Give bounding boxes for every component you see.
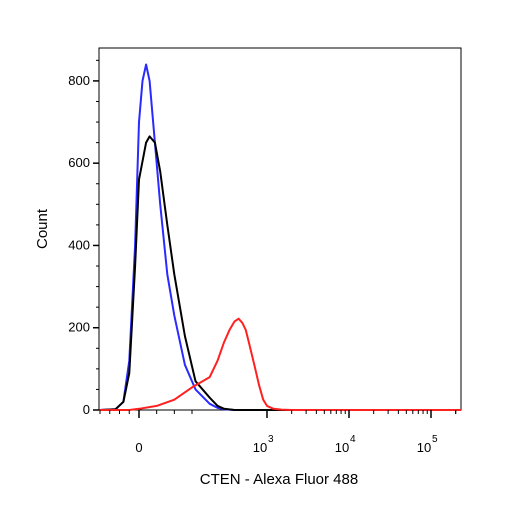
y-tick-label: 200 [68,320,90,335]
x-tick-label: 10 [253,440,267,455]
x-axis-label: CTEN - Alexa Fluor 488 [200,471,358,488]
x-tick-label: 10 [417,440,431,455]
y-axis-label: Count [34,208,51,249]
x-tick-exponent: 4 [350,434,356,445]
y-tick-label: 600 [68,155,90,170]
series-line-2 [99,135,461,411]
x-tick-label: 10 [335,440,349,455]
x-tick-exponent: 3 [268,434,274,445]
x-tick-exponent: 5 [432,434,438,445]
y-axis: 0 200 400 600 800 [68,59,99,417]
series-curves [99,63,461,411]
y-tick-label: 0 [83,402,90,417]
y-tick-label: 800 [68,73,90,88]
x-tick-label: 0 [135,440,142,455]
series-line-1 [99,63,461,411]
plot-frame [98,47,462,411]
series-line-3 [100,317,461,411]
y-tick-label: 400 [68,237,90,252]
